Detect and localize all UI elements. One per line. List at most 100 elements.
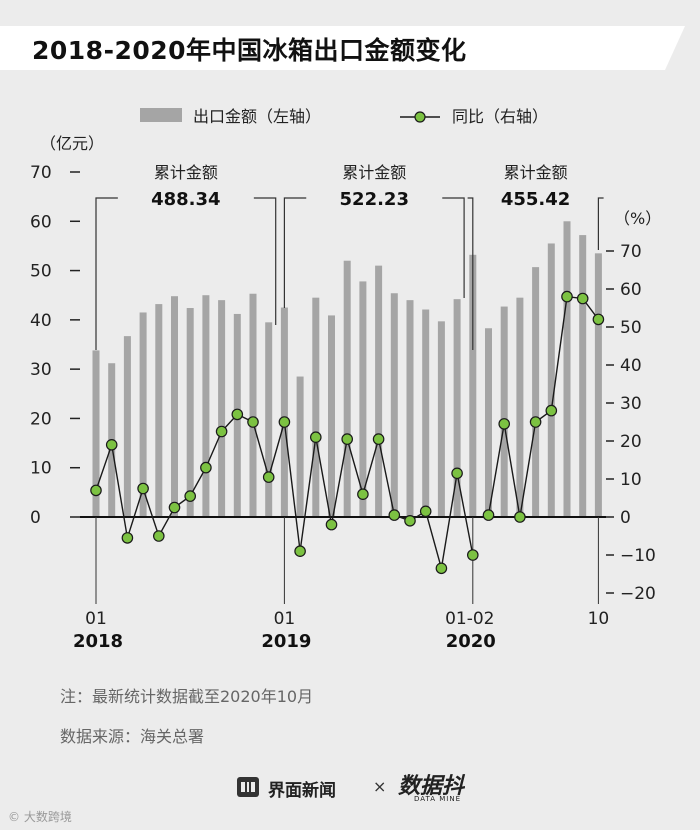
bar xyxy=(123,336,131,517)
right-tick-label: −20 xyxy=(620,584,656,604)
left-tick-label: 40 xyxy=(30,311,52,331)
left-tick-label: 30 xyxy=(30,360,52,380)
bar xyxy=(171,296,178,517)
bar xyxy=(579,235,587,518)
left-tick-label: 20 xyxy=(30,409,52,429)
yoy-point xyxy=(137,482,149,495)
brand-separator: × xyxy=(373,777,387,796)
bar xyxy=(516,297,524,517)
right-tick-label: 20 xyxy=(620,432,642,452)
bar xyxy=(186,308,194,517)
annotation-label: 累计金额 xyxy=(342,163,406,182)
yoy-point xyxy=(168,501,181,514)
bar xyxy=(139,312,147,517)
yoy-point xyxy=(419,505,432,518)
bar xyxy=(563,221,571,518)
yoy-point xyxy=(451,467,463,480)
annotation-bracket xyxy=(467,197,474,350)
x-tick-label: 01 xyxy=(274,609,296,629)
left-axis-unit: （亿元） xyxy=(40,134,104,153)
bar xyxy=(359,281,367,517)
watermark: © 大数跨境 xyxy=(8,810,72,824)
bar xyxy=(265,322,273,517)
right-tick-label: 10 xyxy=(620,470,642,490)
bar xyxy=(594,253,602,518)
yoy-point xyxy=(309,431,322,443)
legend-bar-swatch xyxy=(140,108,182,122)
yoy-point xyxy=(592,313,605,326)
annotation-value: 455.42 xyxy=(501,189,570,210)
yoy-point xyxy=(105,438,118,451)
yoy-point xyxy=(545,404,558,417)
yoy-point xyxy=(121,532,134,544)
left-tick-label: 0 xyxy=(30,508,41,528)
yoy-point xyxy=(153,530,165,542)
x-tick-label: 01-02 xyxy=(445,609,494,629)
year-label: 2019 xyxy=(261,631,311,652)
yoy-point xyxy=(357,488,369,500)
yoy-point xyxy=(215,425,228,438)
yoy-point xyxy=(325,518,338,531)
right-tick-label: 0 xyxy=(620,508,631,528)
yoy-point xyxy=(294,545,306,557)
legend-bar-label: 出口金额（左轴） xyxy=(193,107,321,126)
yoy-point xyxy=(184,490,196,502)
annotation-bracket xyxy=(283,197,307,308)
legend-line-marker xyxy=(414,111,426,123)
bar xyxy=(296,376,304,517)
yoy-point xyxy=(90,484,102,497)
yoy-point xyxy=(231,408,244,421)
left-tick-label: 10 xyxy=(30,459,52,479)
bar xyxy=(406,300,414,517)
yoy-point xyxy=(561,290,573,303)
right-tick-label: −10 xyxy=(620,546,656,566)
left-tick-label: 50 xyxy=(30,262,52,282)
year-label: 2020 xyxy=(446,631,496,652)
yoy-point xyxy=(482,509,495,521)
footer xyxy=(0,772,700,802)
note-text: 注：最新统计数据截至2020年10月 xyxy=(60,687,314,706)
bar xyxy=(343,260,351,517)
right-tick-label: 50 xyxy=(620,318,642,338)
bar xyxy=(547,243,555,517)
bar xyxy=(422,309,430,517)
bar xyxy=(390,293,398,517)
bar xyxy=(202,295,210,517)
yoy-point xyxy=(435,562,448,575)
yoy-point xyxy=(262,471,275,483)
bar xyxy=(155,304,163,517)
legend-line-label: 同比（右轴） xyxy=(452,107,548,126)
brand-name: 界面新闻 xyxy=(268,781,336,801)
yoy-point xyxy=(404,514,416,527)
annotation-value: 522.23 xyxy=(340,189,409,210)
annotation-bracket xyxy=(597,197,604,250)
bar xyxy=(328,315,335,517)
bar xyxy=(280,307,288,517)
yoy-point xyxy=(247,416,259,428)
yoy-point xyxy=(576,292,589,305)
annotation-bracket xyxy=(253,197,277,325)
right-tick-label: 40 xyxy=(620,356,642,376)
yoy-point xyxy=(514,511,526,523)
title-band xyxy=(0,26,685,70)
bar xyxy=(453,299,461,517)
yoy-point xyxy=(341,433,353,445)
bar xyxy=(532,267,540,517)
yoy-point xyxy=(278,416,291,428)
bar xyxy=(92,350,100,517)
annotation-label: 累计金额 xyxy=(504,163,568,182)
yoy-point xyxy=(529,416,542,428)
yoy-point xyxy=(200,461,212,474)
annotation-value: 488.34 xyxy=(151,189,220,210)
yoy-point xyxy=(388,509,401,521)
bar xyxy=(218,300,226,517)
left-tick-label: 60 xyxy=(30,212,52,232)
brand-logo-icon xyxy=(237,777,259,797)
year-label: 2018 xyxy=(73,631,123,652)
bar xyxy=(312,297,320,517)
x-tick-label: 01 xyxy=(85,609,107,629)
bar xyxy=(375,265,383,517)
partner-logo-sub: DATA MINE xyxy=(414,795,462,803)
yoy-point xyxy=(466,549,479,561)
